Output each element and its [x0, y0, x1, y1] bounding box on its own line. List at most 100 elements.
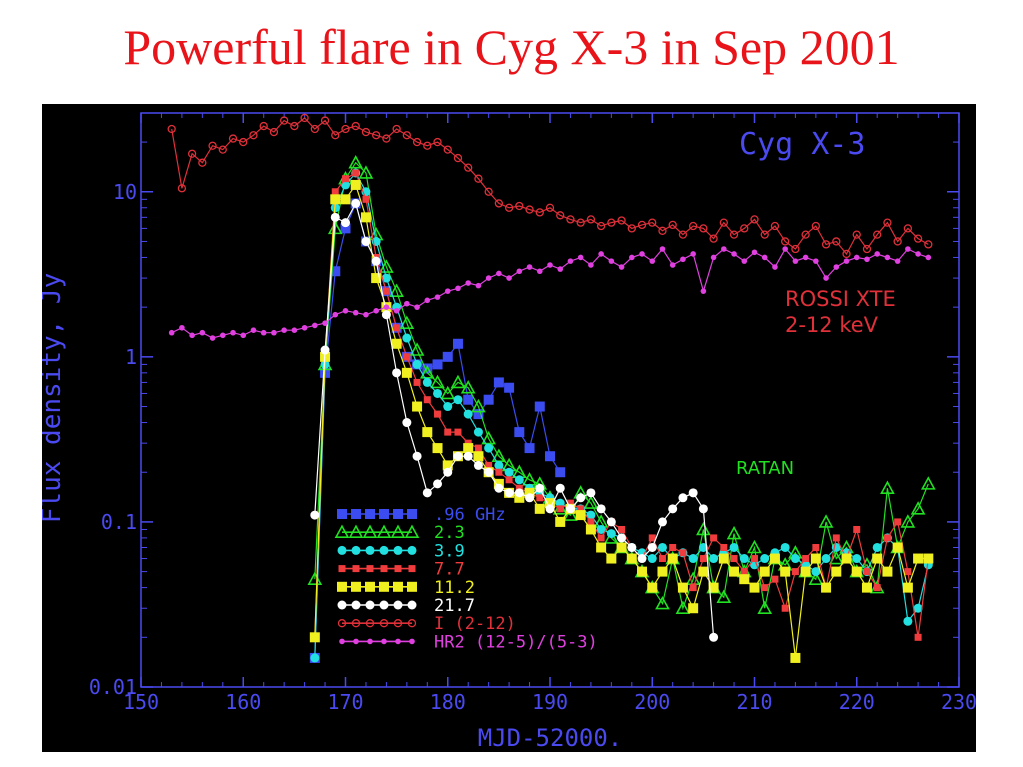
data-point [710, 534, 718, 542]
chart-title: Cyg X-3 [739, 127, 865, 162]
data-point [348, 155, 364, 169]
data-point [637, 554, 647, 564]
data-point [545, 451, 555, 462]
data-point [475, 282, 482, 289]
data-point [905, 246, 911, 252]
data-point [811, 221, 820, 231]
legend-marker [351, 619, 361, 628]
data-point [802, 254, 809, 261]
data-point [168, 329, 175, 336]
data-point [880, 480, 895, 495]
data-point [535, 483, 545, 493]
data-point [719, 218, 728, 227]
x-tick-label: 170 [327, 690, 363, 714]
x-tick-label: 210 [736, 690, 772, 714]
legend-marker [407, 581, 417, 592]
data-point [626, 553, 637, 564]
data-point [726, 525, 742, 540]
plot-frame [140, 112, 960, 688]
data-point [832, 534, 840, 542]
data-point [841, 553, 852, 564]
data-point [801, 230, 810, 239]
data-point [677, 582, 688, 593]
legend-marker [351, 545, 361, 555]
annotation-xte-line2: 2-12 keV [785, 313, 879, 337]
data-point [555, 483, 565, 493]
data-point [330, 212, 340, 222]
data-point [331, 188, 339, 196]
data-point [772, 264, 778, 270]
data-point [556, 505, 564, 513]
data-point [484, 467, 494, 477]
data-point [494, 199, 504, 208]
data-point [320, 116, 330, 125]
data-point [679, 549, 687, 557]
data-point [771, 575, 779, 583]
data-point [882, 566, 893, 577]
data-point [873, 584, 881, 592]
data-point [495, 468, 503, 476]
data-point [463, 409, 473, 419]
data-point [699, 555, 707, 563]
data-point [699, 224, 708, 233]
data-point [812, 543, 820, 551]
data-point [432, 443, 443, 454]
data-point [362, 195, 370, 203]
data-point [309, 632, 320, 643]
data-point [424, 297, 431, 304]
data-point [442, 460, 453, 471]
data-point [300, 113, 309, 123]
data-point [412, 451, 422, 461]
data-point [310, 653, 320, 663]
data-point [516, 268, 523, 275]
data-point [698, 504, 708, 514]
data-point [810, 553, 821, 564]
data-point [637, 566, 648, 577]
data-point [412, 401, 423, 412]
data-point [179, 324, 185, 331]
data-point [473, 451, 484, 462]
data-point [555, 516, 566, 527]
data-point [383, 304, 390, 310]
data-point [514, 492, 525, 503]
data-point [700, 288, 707, 294]
data-point [301, 324, 308, 331]
legend-marker [393, 600, 403, 610]
annotation-ratan: RATAN [736, 458, 794, 479]
data-point [873, 230, 882, 239]
data-point [240, 332, 247, 339]
data-point [382, 134, 391, 143]
legend-label: I (2-12) [434, 614, 516, 634]
data-point [392, 124, 401, 134]
x-tick-label: 230 [941, 690, 976, 714]
data-point [782, 246, 788, 252]
data-point [696, 521, 711, 536]
data-point [391, 338, 402, 349]
data-point [761, 584, 769, 592]
data-point [739, 574, 750, 585]
series-5 [310, 198, 719, 642]
x-tick-label: 180 [430, 690, 466, 714]
data-point [668, 220, 677, 230]
data-point [729, 542, 739, 552]
data-point [716, 589, 732, 603]
data-point [208, 141, 217, 150]
data-point [883, 534, 891, 542]
legend-label: 3.9 [434, 541, 465, 561]
data-point [575, 510, 586, 521]
data-point [606, 529, 616, 539]
data-point [514, 475, 524, 485]
data-point [920, 476, 936, 490]
data-point [900, 514, 916, 528]
data-point [698, 542, 708, 552]
data-point [453, 451, 463, 461]
legend-marker [407, 509, 417, 519]
data-point [689, 584, 697, 592]
legend-marker [338, 565, 346, 573]
data-point [443, 145, 452, 154]
data-point [566, 215, 575, 224]
data-point [259, 121, 268, 131]
legend-marker [408, 565, 416, 573]
data-point [780, 542, 790, 552]
data-point [432, 359, 443, 370]
